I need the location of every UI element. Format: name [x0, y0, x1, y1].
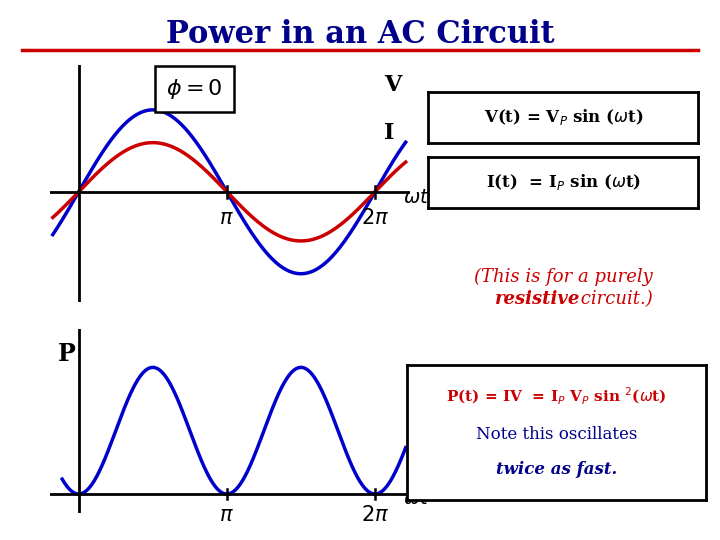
Text: Note this oscillates: Note this oscillates	[475, 426, 637, 443]
Text: P(t) = IV  = I$_P$ V$_P$ sin $^2$($\omega$t): P(t) = IV = I$_P$ V$_P$ sin $^2$($\omega…	[446, 386, 667, 408]
Text: I(t)  = I$_P$ sin ($\omega$t): I(t) = I$_P$ sin ($\omega$t)	[486, 172, 641, 192]
Text: Power in an AC Circuit: Power in an AC Circuit	[166, 19, 554, 50]
Text: (This is for a purely: (This is for a purely	[474, 267, 652, 286]
Text: $\pi$: $\pi$	[220, 208, 234, 228]
Text: $2\pi$: $2\pi$	[361, 505, 389, 525]
Text: V(t) = V$_P$ sin ($\omega$t): V(t) = V$_P$ sin ($\omega$t)	[484, 107, 643, 127]
Text: I: I	[384, 122, 395, 144]
Text: $2\pi$: $2\pi$	[361, 208, 389, 228]
Text: $\omega t$: $\omega t$	[403, 490, 430, 508]
Text: P: P	[58, 342, 76, 366]
Text: resistive: resistive	[495, 289, 580, 308]
Text: twice as fast.: twice as fast.	[495, 461, 617, 478]
Text: $\phi =  0$: $\phi = 0$	[166, 77, 222, 102]
Text: V: V	[384, 75, 402, 96]
Text: $\omega t$: $\omega t$	[403, 188, 430, 206]
Text: $\pi$: $\pi$	[220, 505, 234, 525]
Text: circuit.): circuit.)	[575, 289, 653, 308]
